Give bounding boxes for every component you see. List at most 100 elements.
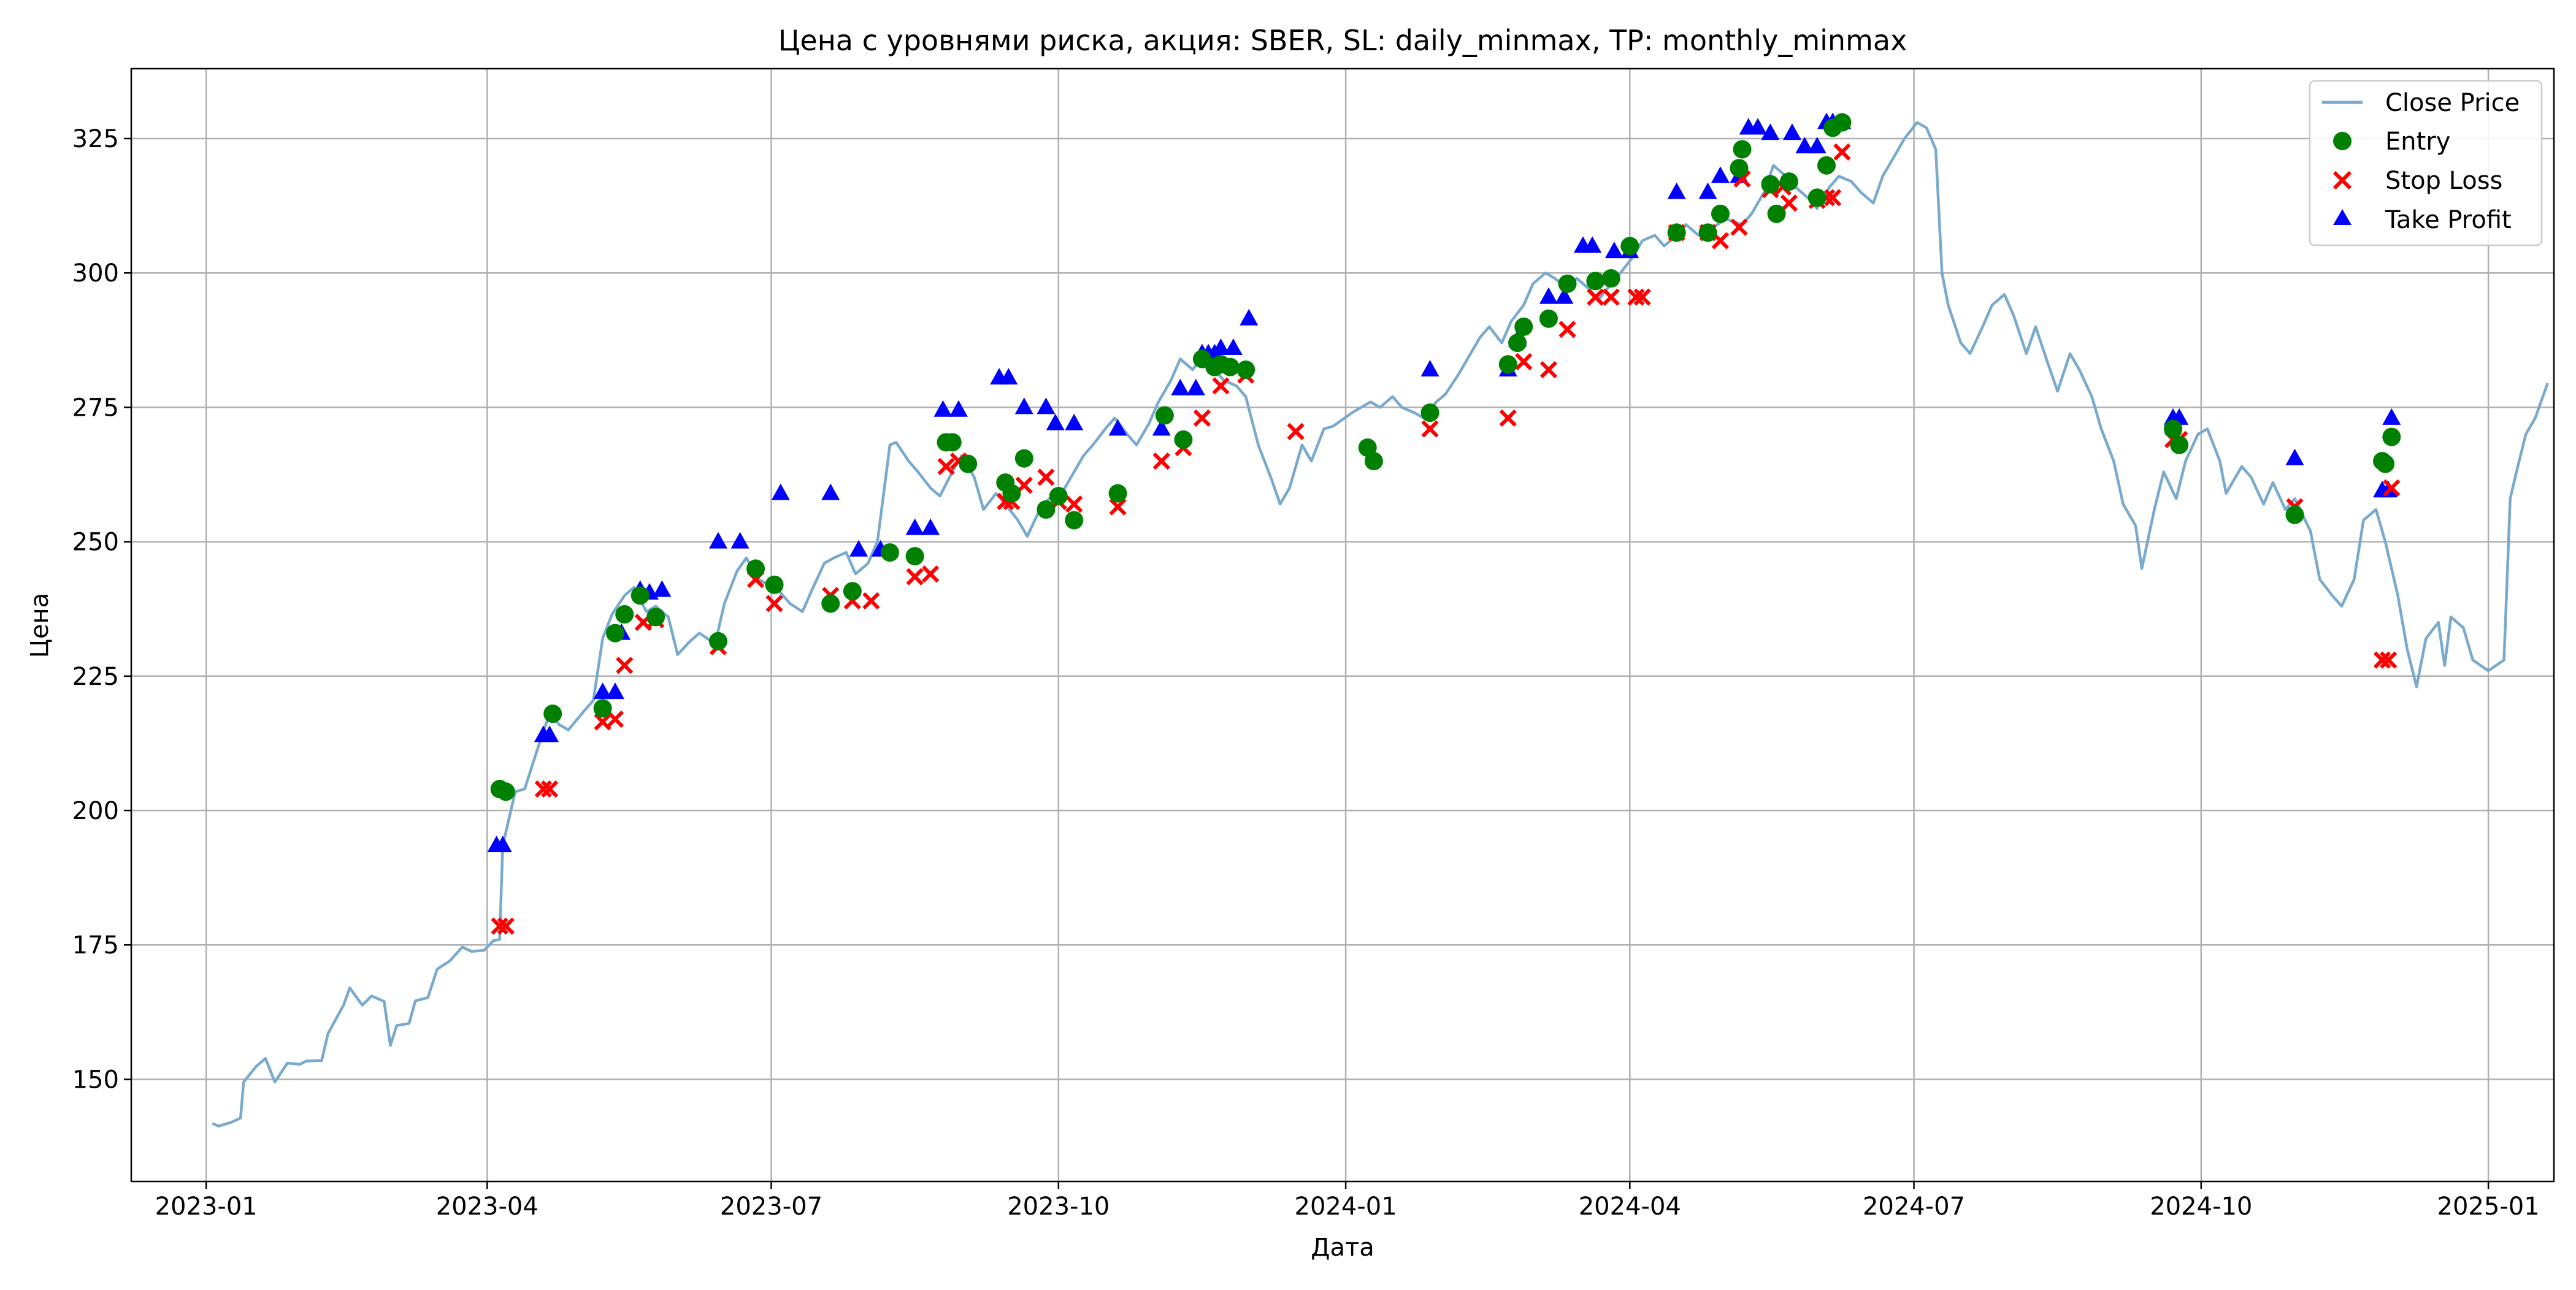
stop-loss-point xyxy=(1515,353,1533,370)
entry-point xyxy=(708,632,727,651)
take-profit-point xyxy=(1014,397,1033,414)
legend-entry-swatch xyxy=(2333,132,2352,150)
stop-loss-point xyxy=(491,917,508,935)
stop-loss-point xyxy=(1193,409,1211,427)
entry-point xyxy=(615,605,634,624)
take-profit-point xyxy=(605,682,624,700)
take-profit-point xyxy=(771,483,790,500)
entry-point xyxy=(1761,175,1780,194)
entry-point xyxy=(2163,419,2182,438)
stop-loss-point xyxy=(1824,189,1842,207)
stop-loss-point xyxy=(1109,498,1127,516)
x-tick-label: 2024-07 xyxy=(1863,1193,1965,1221)
close-price-line-layer xyxy=(212,121,2549,1128)
take-profit-point xyxy=(1748,118,1767,135)
take-profit-point xyxy=(905,518,924,535)
y-tick-label: 300 xyxy=(72,259,119,288)
take-profit-point xyxy=(1211,338,1230,355)
entry-point xyxy=(1711,204,1730,223)
legend: Close Price Entry Stop Loss Take Profit xyxy=(2309,80,2543,246)
entry-point xyxy=(880,543,899,562)
take-profit-point xyxy=(1152,419,1171,436)
stop-loss-point xyxy=(2383,479,2401,497)
entry-point xyxy=(1049,487,1068,506)
entry-point xyxy=(2285,505,2304,524)
legend-take-profit-label: Take Profit xyxy=(2385,206,2512,234)
stop-loss-point xyxy=(1499,409,1517,427)
entry-point xyxy=(1767,204,1786,223)
take-profit-point xyxy=(1108,419,1127,436)
stop-loss-point xyxy=(1602,288,1620,306)
stop-loss-point xyxy=(1633,288,1651,306)
stop-loss-point xyxy=(1587,288,1604,306)
stop-loss-point xyxy=(862,592,880,610)
take-profit-point xyxy=(2382,408,2401,425)
y-tick-label: 325 xyxy=(72,125,119,153)
legend-entry-label: Entry xyxy=(2385,128,2450,156)
legend-stop-loss-swatch xyxy=(2333,170,2352,190)
take-profit-point xyxy=(999,368,1018,385)
entry-point xyxy=(605,624,624,643)
stop-loss-point xyxy=(2380,651,2398,669)
take-profit-point xyxy=(730,532,749,549)
take-profit-point xyxy=(849,540,868,557)
legend-take-profit-swatch xyxy=(2333,209,2352,225)
x-tick-label: 2024-10 xyxy=(2150,1193,2252,1221)
take-profit-point xyxy=(2285,448,2304,465)
entry-point xyxy=(1108,484,1127,503)
take-profit-point xyxy=(1539,287,1558,304)
entry-point xyxy=(1065,511,1084,530)
stop-loss-point xyxy=(1065,495,1083,513)
legend-stop-loss-label: Stop Loss xyxy=(2385,167,2502,195)
stop-loss-point xyxy=(540,780,559,798)
take-profit-point xyxy=(708,532,727,549)
take-profit-point xyxy=(921,518,940,535)
take-profit-point xyxy=(1667,182,1686,199)
y-tick-label: 150 xyxy=(72,1066,119,1094)
entry-point xyxy=(959,454,978,473)
x-tick-label: 2023-10 xyxy=(1007,1193,1110,1221)
entry-point xyxy=(1807,188,1827,207)
entry-point xyxy=(1733,140,1752,159)
entry-point xyxy=(1601,269,1620,288)
entry-point xyxy=(1817,156,1836,175)
entry-point xyxy=(1498,355,1517,374)
x-tick-label: 2024-04 xyxy=(1579,1193,1681,1221)
take-profit-point xyxy=(1224,338,1243,355)
entry-point xyxy=(646,608,665,627)
entry-point xyxy=(1508,334,1527,353)
take-profit-point xyxy=(1761,123,1780,140)
take-profit-point xyxy=(540,725,559,742)
take-profit-point xyxy=(1583,236,1602,253)
entry-point xyxy=(543,704,562,723)
entry-point xyxy=(746,559,765,578)
entry-point xyxy=(1667,223,1686,242)
entry-point xyxy=(1420,403,1439,422)
take-profit-point xyxy=(493,835,512,852)
take-profit-point xyxy=(1711,166,1730,183)
entry-point xyxy=(593,699,612,718)
take-profit-point xyxy=(1795,137,1814,154)
entry-point xyxy=(1514,317,1533,336)
x-tick-label: 2025-01 xyxy=(2437,1193,2540,1221)
take-profit-point xyxy=(653,580,672,597)
entry-point xyxy=(765,575,784,594)
legend-box xyxy=(2309,80,2543,246)
take-profit-point xyxy=(1065,413,1084,430)
stop-loss-point xyxy=(765,595,783,613)
stop-loss-point xyxy=(1152,452,1170,470)
stop-loss-point xyxy=(1287,422,1305,440)
entry-point xyxy=(821,594,840,613)
entry-point xyxy=(2382,427,2401,446)
close-price-line xyxy=(212,121,2549,1128)
entry-point xyxy=(1558,274,1577,293)
stop-loss-point xyxy=(921,565,940,583)
entry-point xyxy=(2170,435,2189,454)
stop-loss-point xyxy=(1730,218,1748,236)
stop-loss-point xyxy=(937,457,955,475)
axis-ticks: 2023-01 2023-04 2023-07 2023-10 2024-01 2024-… xyxy=(72,125,2540,1221)
entry-point xyxy=(1155,406,1174,425)
entry-point xyxy=(1002,484,1021,503)
stop-loss-point xyxy=(606,710,624,728)
